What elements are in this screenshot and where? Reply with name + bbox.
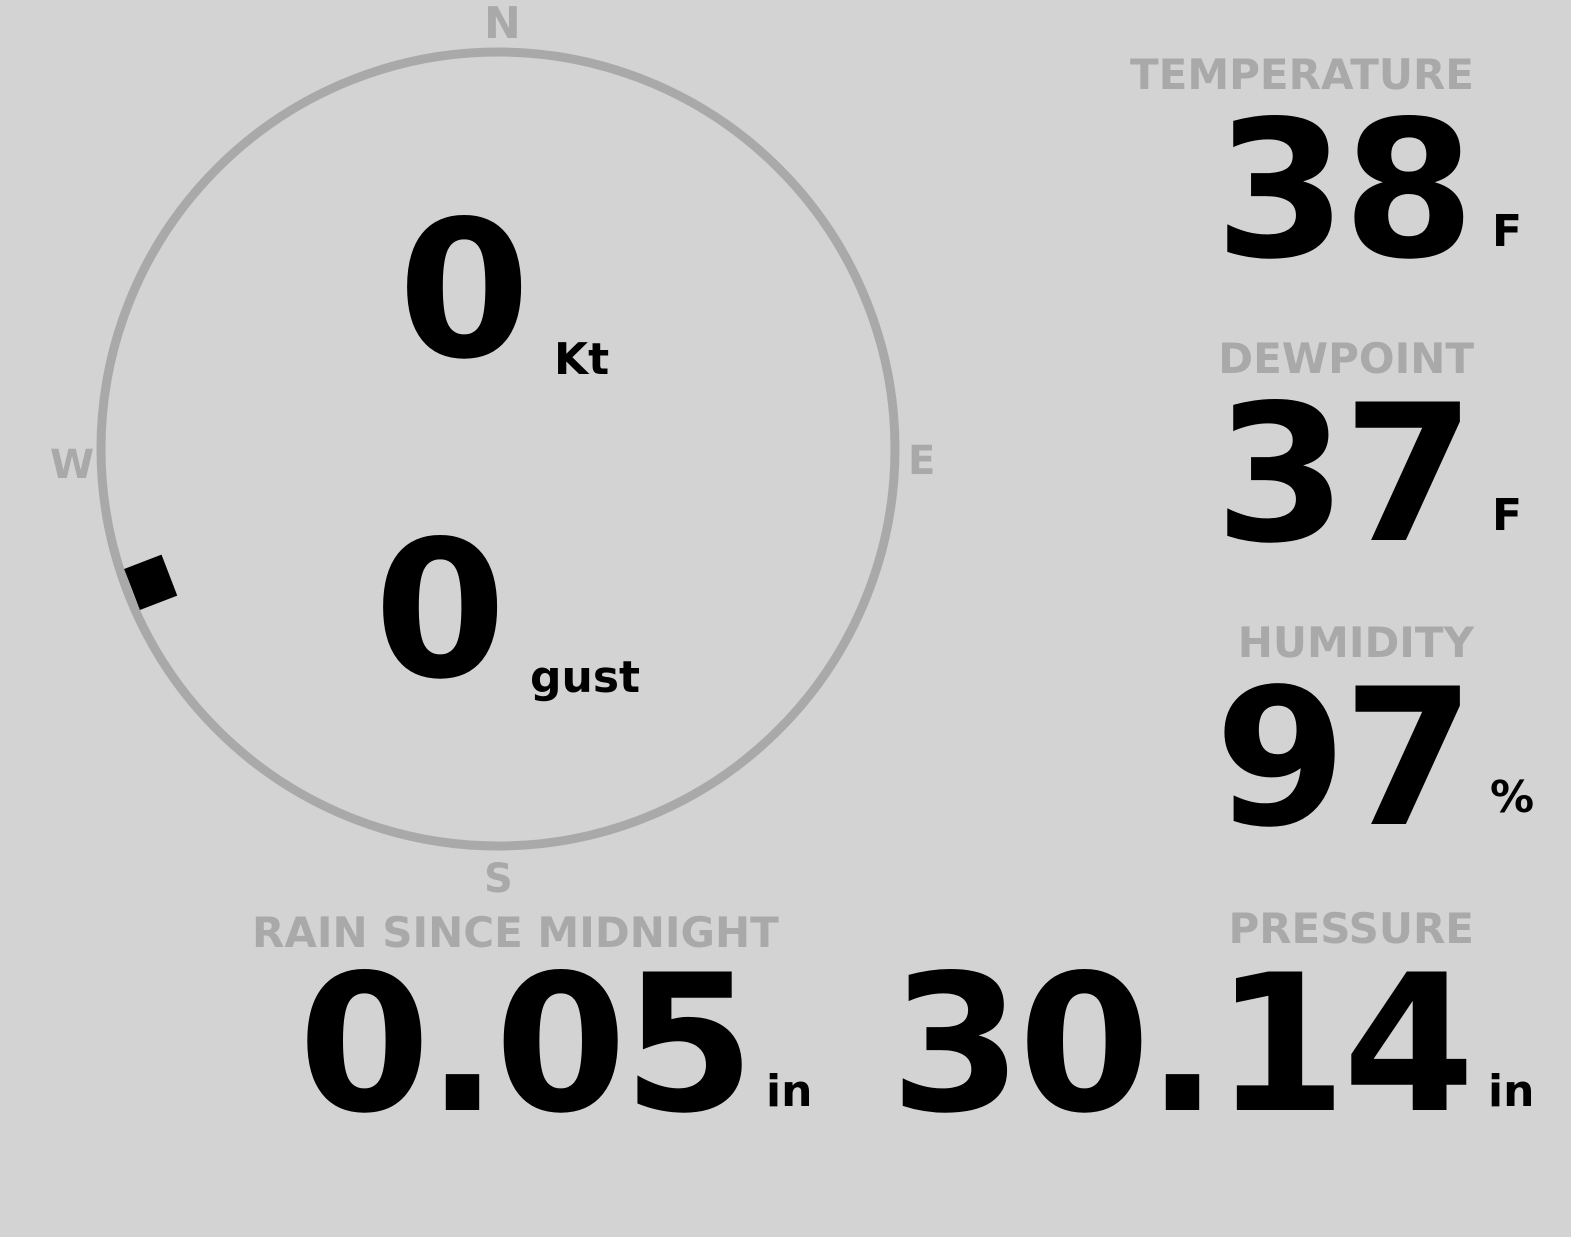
wind-gust-unit: gust — [530, 652, 641, 703]
compass-west: W — [50, 442, 95, 488]
rain-label: RAIN SINCE MIDNIGHT — [252, 908, 779, 957]
wind-compass — [96, 47, 900, 851]
compass-north: N — [484, 0, 521, 49]
pressure-label: PRESSURE — [1228, 904, 1474, 953]
rain-value: 0.05 — [298, 934, 755, 1155]
wind-speed-value: 0 — [398, 180, 530, 401]
compass-south: S — [484, 856, 513, 902]
rain-unit: in — [766, 1066, 813, 1117]
humidity-unit: % — [1490, 772, 1535, 823]
wind-direction-marker — [124, 554, 178, 611]
dewpoint-label: DEWPOINT — [1218, 334, 1474, 383]
temperature-unit: F — [1492, 206, 1523, 257]
humidity-label: HUMIDITY — [1237, 618, 1474, 667]
pressure-value: 30.14 — [890, 934, 1475, 1155]
wind-gust-value: 0 — [374, 500, 506, 721]
pressure-unit: in — [1488, 1066, 1535, 1117]
humidity-value: 97 — [1214, 648, 1475, 869]
wind-speed-unit: Kt — [554, 334, 610, 385]
dewpoint-value: 37 — [1214, 364, 1475, 585]
compass-ring — [96, 47, 900, 851]
temperature-value: 38 — [1214, 80, 1475, 301]
compass-east: E — [908, 438, 936, 484]
dewpoint-unit: F — [1492, 490, 1523, 541]
temperature-label: TEMPERATURE — [1130, 50, 1474, 99]
